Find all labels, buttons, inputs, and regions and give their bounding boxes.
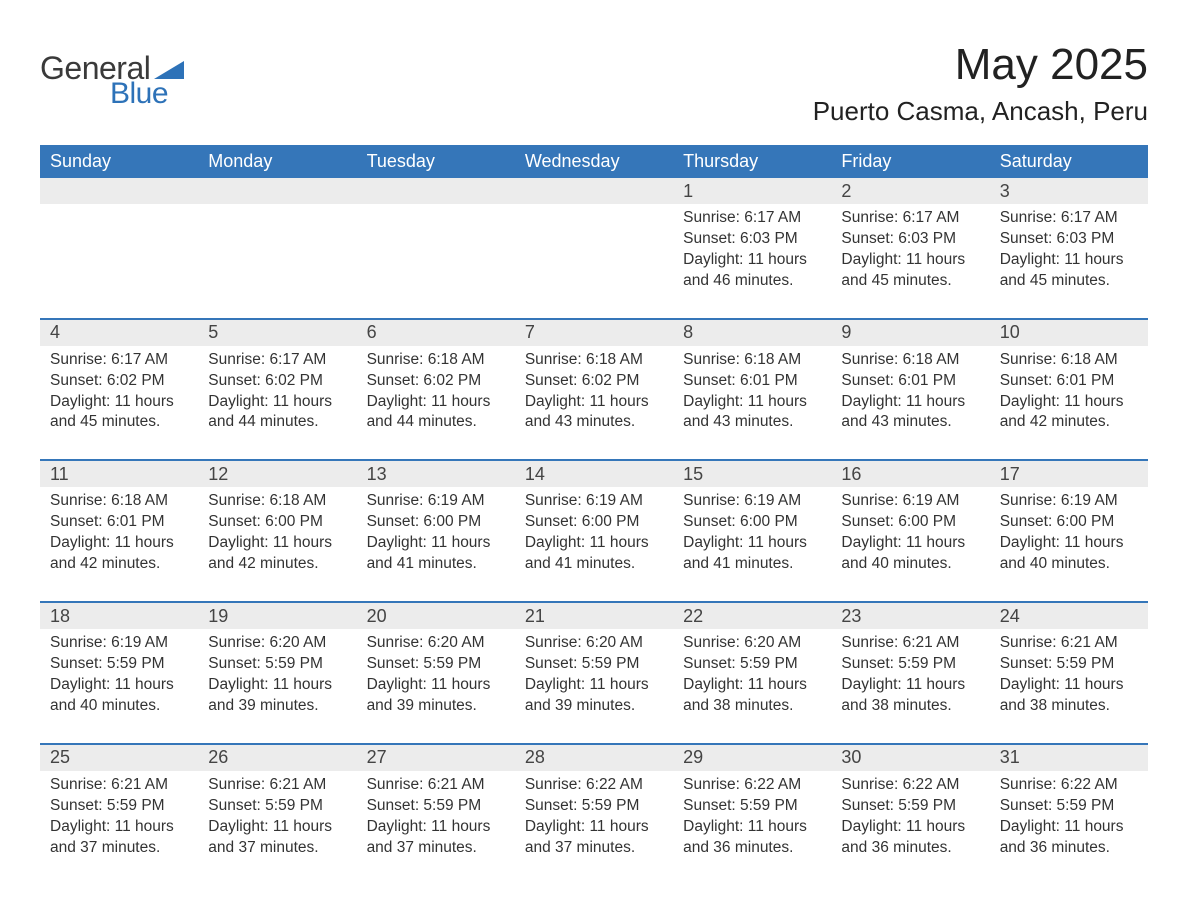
day-detail-cell: Sunrise: 6:18 AMSunset: 6:01 PMDaylight:…	[831, 346, 989, 461]
day-number-cell: 28	[515, 745, 673, 771]
day-number-cell: 17	[990, 461, 1148, 487]
weekday-header: Friday	[831, 145, 989, 178]
day-detail-cell: Sunrise: 6:18 AMSunset: 6:02 PMDaylight:…	[357, 346, 515, 461]
day-number-cell: 18	[40, 603, 198, 629]
day-number-cell: 15	[673, 461, 831, 487]
day-detail-cell: Sunrise: 6:18 AMSunset: 6:02 PMDaylight:…	[515, 346, 673, 461]
weekday-header: Wednesday	[515, 145, 673, 178]
day-detail-cell	[40, 204, 198, 319]
day-number-cell: 23	[831, 603, 989, 629]
day-detail-cell: Sunrise: 6:19 AMSunset: 6:00 PMDaylight:…	[673, 487, 831, 602]
day-detail-cell: Sunrise: 6:20 AMSunset: 5:59 PMDaylight:…	[515, 629, 673, 744]
day-number-cell: 24	[990, 603, 1148, 629]
day-number-row: 11121314151617	[40, 461, 1148, 487]
day-number-cell	[357, 178, 515, 204]
day-detail-cell: Sunrise: 6:17 AMSunset: 6:03 PMDaylight:…	[673, 204, 831, 319]
calendar-table: SundayMondayTuesdayWednesdayThursdayFrid…	[40, 145, 1148, 868]
day-number-cell: 7	[515, 320, 673, 346]
day-number-cell: 5	[198, 320, 356, 346]
day-detail-row: Sunrise: 6:17 AMSunset: 6:03 PMDaylight:…	[40, 204, 1148, 319]
day-detail-cell	[357, 204, 515, 319]
month-title: May 2025	[813, 40, 1148, 90]
weekday-header: Saturday	[990, 145, 1148, 178]
day-number-cell: 13	[357, 461, 515, 487]
day-detail-cell	[515, 204, 673, 319]
day-detail-cell: Sunrise: 6:22 AMSunset: 5:59 PMDaylight:…	[990, 771, 1148, 869]
day-number-row: 18192021222324	[40, 603, 1148, 629]
weekday-header-row: SundayMondayTuesdayWednesdayThursdayFrid…	[40, 145, 1148, 178]
day-number-cell: 20	[357, 603, 515, 629]
day-number-cell: 26	[198, 745, 356, 771]
day-detail-row: Sunrise: 6:18 AMSunset: 6:01 PMDaylight:…	[40, 487, 1148, 602]
day-number-cell: 11	[40, 461, 198, 487]
day-detail-cell: Sunrise: 6:21 AMSunset: 5:59 PMDaylight:…	[831, 629, 989, 744]
day-detail-cell	[198, 204, 356, 319]
day-detail-cell: Sunrise: 6:19 AMSunset: 6:00 PMDaylight:…	[515, 487, 673, 602]
header: General Blue May 2025 Puerto Casma, Anca…	[40, 40, 1148, 127]
day-detail-row: Sunrise: 6:19 AMSunset: 5:59 PMDaylight:…	[40, 629, 1148, 744]
day-detail-cell: Sunrise: 6:17 AMSunset: 6:03 PMDaylight:…	[990, 204, 1148, 319]
day-number-cell	[198, 178, 356, 204]
day-detail-cell: Sunrise: 6:18 AMSunset: 6:01 PMDaylight:…	[673, 346, 831, 461]
day-detail-row: Sunrise: 6:21 AMSunset: 5:59 PMDaylight:…	[40, 771, 1148, 869]
weekday-header: Monday	[198, 145, 356, 178]
day-detail-cell: Sunrise: 6:17 AMSunset: 6:02 PMDaylight:…	[198, 346, 356, 461]
day-detail-cell: Sunrise: 6:20 AMSunset: 5:59 PMDaylight:…	[357, 629, 515, 744]
day-number-cell: 10	[990, 320, 1148, 346]
day-number-cell: 14	[515, 461, 673, 487]
day-number-cell	[515, 178, 673, 204]
day-number-cell: 12	[198, 461, 356, 487]
day-number-row: 45678910	[40, 320, 1148, 346]
day-detail-row: Sunrise: 6:17 AMSunset: 6:02 PMDaylight:…	[40, 346, 1148, 461]
weekday-header: Thursday	[673, 145, 831, 178]
day-detail-cell: Sunrise: 6:21 AMSunset: 5:59 PMDaylight:…	[40, 771, 198, 869]
day-number-cell: 22	[673, 603, 831, 629]
day-number-cell: 9	[831, 320, 989, 346]
day-detail-cell: Sunrise: 6:17 AMSunset: 6:02 PMDaylight:…	[40, 346, 198, 461]
day-number-cell: 2	[831, 178, 989, 204]
day-number-cell: 3	[990, 178, 1148, 204]
title-block: May 2025 Puerto Casma, Ancash, Peru	[813, 40, 1148, 127]
day-detail-cell: Sunrise: 6:18 AMSunset: 6:01 PMDaylight:…	[40, 487, 198, 602]
day-detail-cell: Sunrise: 6:20 AMSunset: 5:59 PMDaylight:…	[673, 629, 831, 744]
location: Puerto Casma, Ancash, Peru	[813, 96, 1148, 127]
day-detail-cell: Sunrise: 6:18 AMSunset: 6:01 PMDaylight:…	[990, 346, 1148, 461]
day-detail-cell: Sunrise: 6:20 AMSunset: 5:59 PMDaylight:…	[198, 629, 356, 744]
day-number-cell: 19	[198, 603, 356, 629]
day-detail-cell: Sunrise: 6:18 AMSunset: 6:00 PMDaylight:…	[198, 487, 356, 602]
day-number-cell: 31	[990, 745, 1148, 771]
logo: General Blue	[40, 40, 184, 111]
day-detail-cell: Sunrise: 6:17 AMSunset: 6:03 PMDaylight:…	[831, 204, 989, 319]
day-number-cell: 8	[673, 320, 831, 346]
day-detail-cell: Sunrise: 6:19 AMSunset: 6:00 PMDaylight:…	[357, 487, 515, 602]
day-detail-cell: Sunrise: 6:19 AMSunset: 6:00 PMDaylight:…	[831, 487, 989, 602]
day-number-cell: 27	[357, 745, 515, 771]
day-number-row: 123	[40, 178, 1148, 204]
day-number-cell: 6	[357, 320, 515, 346]
day-number-cell	[40, 178, 198, 204]
day-number-cell: 30	[831, 745, 989, 771]
day-detail-cell: Sunrise: 6:19 AMSunset: 5:59 PMDaylight:…	[40, 629, 198, 744]
day-number-cell: 16	[831, 461, 989, 487]
weekday-header: Sunday	[40, 145, 198, 178]
day-detail-cell: Sunrise: 6:21 AMSunset: 5:59 PMDaylight:…	[198, 771, 356, 869]
logo-text-blue: Blue	[110, 77, 168, 111]
day-detail-cell: Sunrise: 6:22 AMSunset: 5:59 PMDaylight:…	[831, 771, 989, 869]
day-number-cell: 25	[40, 745, 198, 771]
day-detail-cell: Sunrise: 6:22 AMSunset: 5:59 PMDaylight:…	[515, 771, 673, 869]
day-number-cell: 1	[673, 178, 831, 204]
day-number-cell: 4	[40, 320, 198, 346]
day-number-cell: 21	[515, 603, 673, 629]
weekday-header: Tuesday	[357, 145, 515, 178]
day-detail-cell: Sunrise: 6:21 AMSunset: 5:59 PMDaylight:…	[357, 771, 515, 869]
day-detail-cell: Sunrise: 6:21 AMSunset: 5:59 PMDaylight:…	[990, 629, 1148, 744]
day-detail-cell: Sunrise: 6:19 AMSunset: 6:00 PMDaylight:…	[990, 487, 1148, 602]
day-detail-cell: Sunrise: 6:22 AMSunset: 5:59 PMDaylight:…	[673, 771, 831, 869]
day-number-cell: 29	[673, 745, 831, 771]
day-number-row: 25262728293031	[40, 745, 1148, 771]
